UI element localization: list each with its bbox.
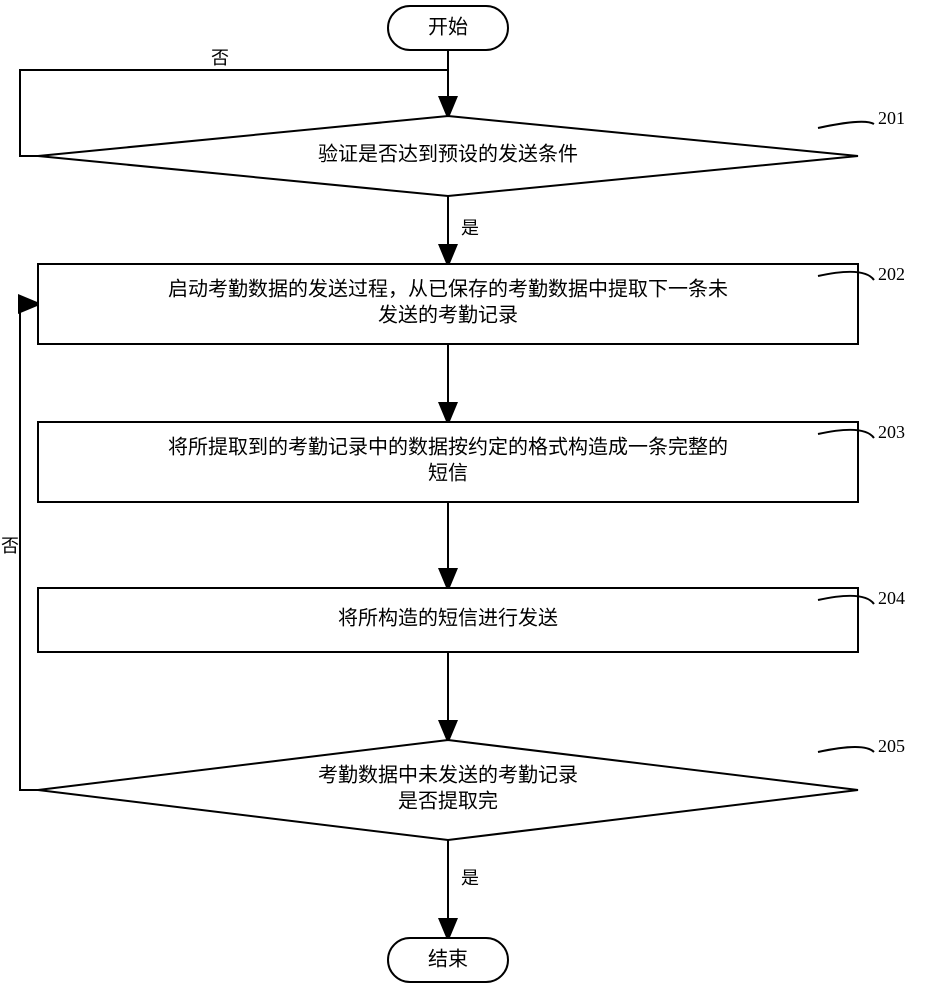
ref-number: 203	[878, 422, 905, 442]
ref-number: 202	[878, 264, 905, 284]
ref-number: 205	[878, 736, 905, 756]
node-text: 是否提取完	[398, 790, 498, 813]
terminator-label: 开始	[428, 16, 468, 39]
edge	[20, 304, 38, 790]
node-text: 考勤数据中未发送的考勤记录	[318, 764, 578, 787]
node-text: 将所提取到的考勤记录中的数据按约定的格式构造成一条完整的	[168, 436, 728, 459]
ref-number: 204	[878, 588, 905, 608]
edge-label: 否	[1, 536, 19, 556]
edge-label: 是	[461, 218, 479, 238]
ref-leader	[818, 747, 874, 752]
node-text: 将所构造的短信进行发送	[338, 607, 558, 630]
terminator-label: 结束	[428, 948, 468, 971]
node-text: 短信	[428, 462, 468, 485]
node-text: 发送的考勤记录	[378, 304, 518, 327]
edge-label: 否	[211, 48, 229, 68]
node-text: 验证是否达到预设的发送条件	[318, 143, 578, 166]
ref-number: 201	[878, 108, 905, 128]
node-text: 启动考勤数据的发送过程，从已保存的考勤数据中提取下一条未	[168, 278, 728, 301]
flowchart-diagram: 开始验证是否达到预设的发送条件启动考勤数据的发送过程，从已保存的考勤数据中提取下…	[0, 0, 928, 1000]
ref-leader	[818, 122, 874, 128]
edge-label: 是	[461, 868, 479, 888]
nodes-layer: 开始验证是否达到预设的发送条件启动考勤数据的发送过程，从已保存的考勤数据中提取下…	[38, 6, 858, 982]
